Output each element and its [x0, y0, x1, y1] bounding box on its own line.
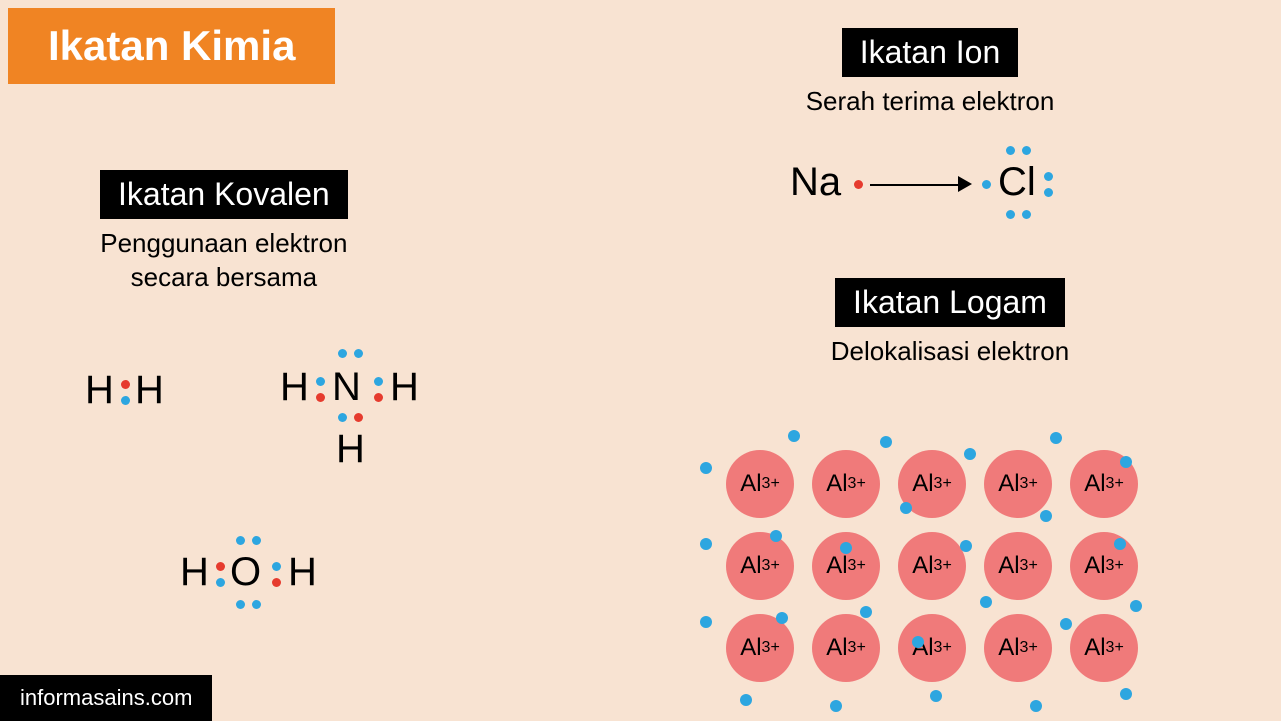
nh3-molecule: H N H H	[280, 345, 480, 505]
free-electron	[700, 462, 712, 474]
dot-blue	[338, 413, 347, 422]
dot-red	[121, 380, 130, 389]
metal-ion: Al3+	[812, 614, 880, 682]
footer-text: informasains.com	[20, 685, 192, 710]
free-electron	[776, 612, 788, 624]
nacl-diagram: Na Cl	[790, 140, 1130, 230]
dot-blue	[272, 562, 281, 571]
metallic-label: Ikatan Logam	[835, 278, 1065, 327]
nh3-h-right: H	[390, 365, 419, 410]
free-electron	[930, 690, 942, 702]
arrow-line	[870, 184, 960, 186]
dot-red	[272, 578, 281, 587]
covalent-label: Ikatan Kovalen	[100, 170, 348, 219]
title-text: Ikatan Kimia	[48, 22, 295, 69]
dot-blue	[338, 349, 347, 358]
free-electron	[700, 616, 712, 628]
metal-ion: Al3+	[812, 450, 880, 518]
dot-blue	[236, 600, 245, 609]
free-electron	[830, 700, 842, 712]
covalent-subtitle: Penggunaan elektron secara bersama	[100, 227, 348, 295]
h2-left: H	[85, 368, 114, 412]
h2o-molecule: H O H	[180, 530, 400, 630]
metal-ion: Al3+	[984, 614, 1052, 682]
arrow-head-icon	[958, 176, 972, 192]
ionic-label: Ikatan Ion	[842, 28, 1019, 77]
free-electron	[740, 694, 752, 706]
metal-ion: Al3+	[1070, 532, 1138, 600]
dot-blue	[1022, 210, 1031, 219]
h2o-h-right: H	[288, 550, 317, 595]
na-atom: Na	[790, 160, 841, 205]
dot-blue	[1006, 210, 1015, 219]
free-electron	[964, 448, 976, 460]
metal-ion: Al3+	[984, 532, 1052, 600]
dot-blue	[982, 180, 991, 189]
dot-red	[854, 180, 863, 189]
dot-blue	[216, 578, 225, 587]
nh3-n: N	[332, 365, 361, 410]
free-electron	[912, 636, 924, 648]
metallic-section: Ikatan Logam Delokalisasi elektron	[790, 278, 1110, 369]
metal-ion: Al3+	[726, 614, 794, 682]
cl-atom: Cl	[998, 160, 1036, 205]
metal-ion: Al3+	[1070, 614, 1138, 682]
h2-molecule: H H	[85, 368, 114, 413]
dot-blue	[236, 536, 245, 545]
free-electron	[1040, 510, 1052, 522]
dot-blue	[1044, 172, 1053, 181]
free-electron	[770, 530, 782, 542]
h2o-h-left: H	[180, 550, 209, 595]
metal-ion: Al3+	[898, 532, 966, 600]
page-title: Ikatan Kimia	[8, 8, 335, 84]
metallic-subtitle: Delokalisasi elektron	[790, 335, 1110, 369]
free-electron	[860, 606, 872, 618]
ionic-subtitle: Serah terima elektron	[780, 85, 1080, 119]
nh3-h-left: H	[280, 365, 309, 410]
covalent-sub-line1: Penggunaan elektron	[100, 228, 347, 258]
dot-red	[216, 562, 225, 571]
free-electron	[1060, 618, 1072, 630]
dot-blue	[1022, 146, 1031, 155]
dot-blue	[374, 377, 383, 386]
free-electron	[1120, 688, 1132, 700]
covalent-sub-line2: secara bersama	[131, 262, 317, 292]
free-electron	[1050, 432, 1062, 444]
metal-ion: Al3+	[726, 450, 794, 518]
metal-ion: Al3+	[984, 450, 1052, 518]
covalent-section: Ikatan Kovalen Penggunaan elektron secar…	[100, 170, 348, 295]
free-electron	[1114, 538, 1126, 550]
metal-ion: Al3+	[726, 532, 794, 600]
h2-right: H	[135, 368, 164, 413]
free-electron	[960, 540, 972, 552]
dot-blue	[316, 377, 325, 386]
dot-blue	[121, 396, 130, 405]
free-electron	[840, 542, 852, 554]
h2o-o: O	[230, 550, 261, 595]
dot-blue	[252, 536, 261, 545]
free-electron	[1120, 456, 1132, 468]
free-electron	[980, 596, 992, 608]
dot-blue	[354, 349, 363, 358]
dot-red	[354, 413, 363, 422]
free-electron	[1130, 600, 1142, 612]
free-electron	[788, 430, 800, 442]
ionic-section: Ikatan Ion Serah terima elektron	[780, 28, 1080, 119]
metal-ion: Al3+	[898, 614, 966, 682]
nh3-h-bottom: H	[336, 427, 365, 472]
dot-blue	[252, 600, 261, 609]
free-electron	[1030, 700, 1042, 712]
dot-blue	[1006, 146, 1015, 155]
dot-blue	[1044, 188, 1053, 197]
free-electron	[700, 538, 712, 550]
free-electron	[900, 502, 912, 514]
free-electron	[880, 436, 892, 448]
footer-label: informasains.com	[0, 675, 212, 721]
dot-red	[374, 393, 383, 402]
dot-red	[316, 393, 325, 402]
